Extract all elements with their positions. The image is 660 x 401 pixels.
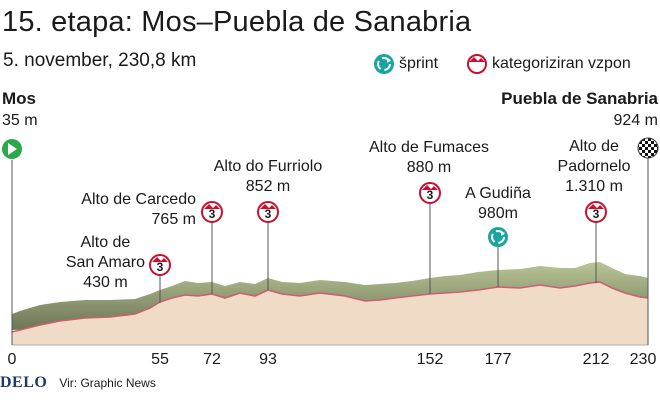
sprint-badge-gudina — [488, 227, 508, 247]
legend-sprint: šprint — [374, 53, 438, 75]
climb-label-san-amaro: Alto de San Amaro 430 m — [65, 234, 145, 291]
brand-logo: DELO — [0, 374, 48, 391]
sprint-label-gudina: A Gudiña 980m — [465, 185, 531, 222]
legend-climb: kategoriziran vzpon — [467, 53, 631, 75]
stage-date-distance: 5. november, 230,8 km — [3, 50, 197, 71]
sprint-icon — [374, 54, 394, 74]
page-title: 15. etapa: Mos–Puebla de Sanabria — [2, 6, 472, 38]
svg-text:3: 3 — [209, 207, 216, 221]
finish-name: Puebla de Sanabria — [501, 89, 658, 108]
start-altitude: 35 m — [2, 112, 38, 129]
profile-line — [11, 281, 649, 333]
footer: DELO Vir: Graphic News — [0, 372, 156, 394]
climb-badge-carcedo: 3 — [201, 201, 223, 223]
climb-label-carcedo: Alto de Carcedo 765 m — [81, 191, 196, 228]
km-tick: 93 — [259, 351, 277, 368]
climb-label-furriolo: Alto do Furriolo 852 m — [213, 158, 323, 195]
climb-badge-san-amaro: 3 — [149, 254, 171, 276]
terrain-body — [12, 282, 648, 345]
km-tick: 55 — [151, 351, 169, 368]
km-tick: 212 — [582, 351, 610, 368]
finish-altitude: 924 m — [613, 112, 658, 129]
svg-text:3: 3 — [593, 207, 600, 221]
climb-icon — [467, 54, 487, 74]
start-flag-icon — [2, 139, 22, 159]
climb-badge-fumaces: 3 — [419, 182, 441, 204]
svg-text:3: 3 — [265, 207, 272, 221]
climb-badge-furriolo: 3 — [257, 201, 279, 223]
source-credit: Vir: Graphic News — [59, 376, 156, 390]
climb-label-fumaces: Alto de Fumaces 880 m — [368, 139, 490, 176]
legend-climb-label: kategoriziran vzpon — [492, 55, 631, 72]
km-tick: 152 — [416, 351, 444, 368]
svg-text:3: 3 — [427, 188, 434, 202]
svg-text:3: 3 — [157, 260, 164, 274]
legend-sprint-label: šprint — [399, 55, 439, 72]
km-tick: 72 — [203, 351, 221, 368]
km-tick: 230 — [629, 351, 657, 368]
start-name: Mos — [2, 89, 36, 108]
km-tick: 0 — [7, 351, 17, 368]
climb-label-padornelo: Alto de Padornelo 1.310 m — [557, 138, 631, 195]
climb-badge-padornelo: 3 — [585, 201, 607, 223]
finish-flag-icon — [637, 137, 659, 159]
km-tick: 177 — [484, 351, 512, 368]
